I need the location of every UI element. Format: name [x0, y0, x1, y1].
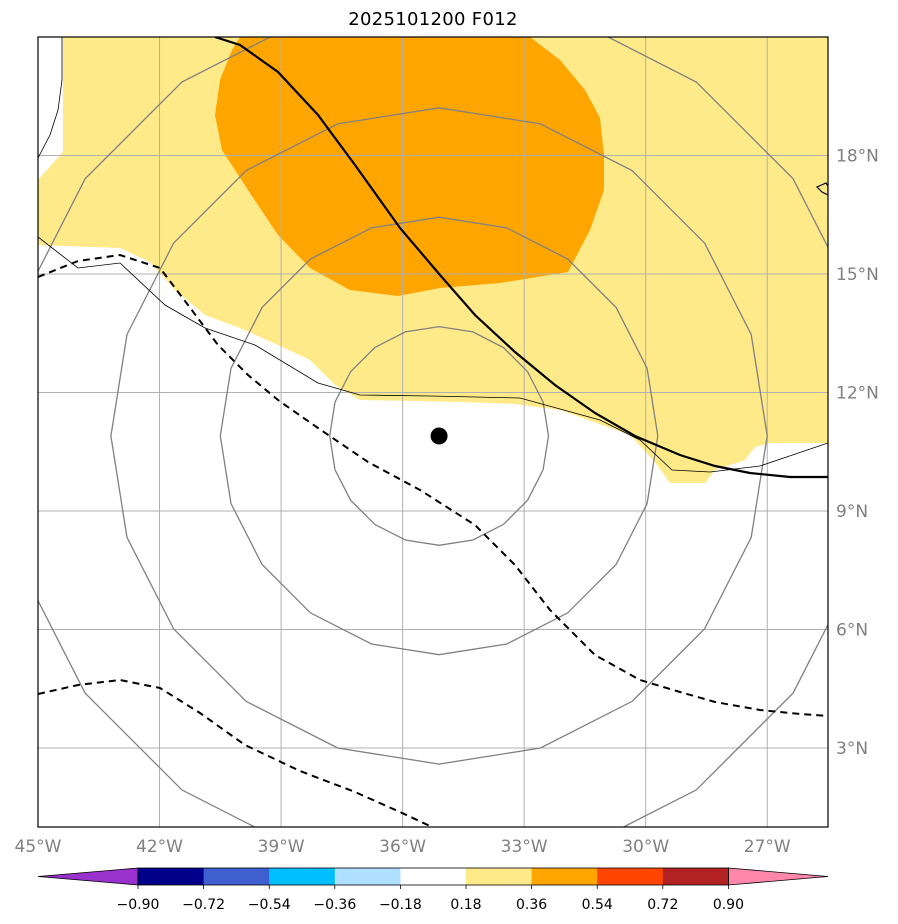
range-ring — [219, 216, 659, 656]
map-frame — [37, 36, 829, 828]
dashed-contour-lower — [38, 678, 433, 827]
latitude-label: 9°N — [836, 502, 868, 522]
latitude-label: 12°N — [836, 384, 879, 404]
colorbar-swatch — [466, 868, 533, 885]
range-ring — [329, 325, 550, 546]
colorbar-swatch — [531, 868, 598, 885]
colorbar-tick-label: 0.54 — [582, 897, 613, 913]
longitude-label: 27°W — [744, 837, 791, 857]
coastline — [38, 37, 63, 159]
colorbar-outline — [137, 867, 729, 886]
colorbar-tick-label: −0.36 — [313, 897, 356, 913]
longitude-label: 42°W — [136, 837, 183, 857]
latitude-labels: 3°N 6°N 9°N 12°N 15°N 18°N — [836, 147, 879, 760]
colorbar-tick-label: 0.36 — [516, 897, 547, 913]
colorbar-swatch — [269, 868, 336, 885]
solid-contour — [214, 37, 828, 479]
colorbar-extend-high — [728, 867, 829, 886]
colorbar-tick-label: −0.72 — [182, 897, 225, 913]
colorbar-swatch — [597, 868, 664, 885]
colorbar-extend-low — [37, 867, 139, 886]
longitude-label: 39°W — [258, 837, 305, 857]
colorbar — [37, 867, 829, 886]
range-ring — [38, 37, 828, 827]
colorbar-swatch — [138, 868, 205, 885]
longitude-label: 33°W — [501, 837, 548, 857]
colorbar-tick-label: 0.18 — [450, 897, 481, 913]
colorbar-swatch — [400, 868, 467, 885]
longitude-label: 36°W — [379, 837, 426, 857]
storm-center-marker — [430, 427, 448, 445]
longitude-label: 45°W — [15, 837, 62, 857]
dashed-contour-upper — [38, 253, 828, 717]
colorbar-swatch — [662, 868, 729, 885]
boundary-line — [38, 236, 828, 473]
colorbar-tick-label: −0.54 — [248, 897, 291, 913]
grid-lines — [38, 37, 828, 827]
range-ring — [110, 107, 768, 765]
colorbar-tick-label: 0.72 — [647, 897, 678, 913]
longitude-labels: 45°W 42°W 39°W 36°W 33°W 30°W 27°W — [15, 837, 791, 857]
island-outline — [815, 182, 828, 196]
colorbar-tick-label: −0.18 — [379, 897, 422, 913]
colorbar-tick-label: −0.90 — [117, 897, 160, 913]
colorbar-swatch — [203, 868, 270, 885]
shaded-region-orange — [215, 37, 604, 296]
range-rings — [38, 37, 828, 827]
map-title: 2025101200 F012 — [348, 9, 518, 30]
latitude-label: 15°N — [836, 265, 879, 285]
colorbar-swatch — [334, 868, 401, 885]
latitude-label: 6°N — [836, 621, 868, 641]
latitude-label: 18°N — [836, 147, 879, 167]
colorbar-tick-label: 0.90 — [713, 897, 744, 913]
longitude-label: 30°W — [622, 837, 669, 857]
latitude-label: 3°N — [836, 739, 868, 759]
colorbar-labels: −0.90 −0.72 −0.54 −0.36 −0.18 0.18 0.36 0.54 0.7… — [117, 885, 744, 913]
